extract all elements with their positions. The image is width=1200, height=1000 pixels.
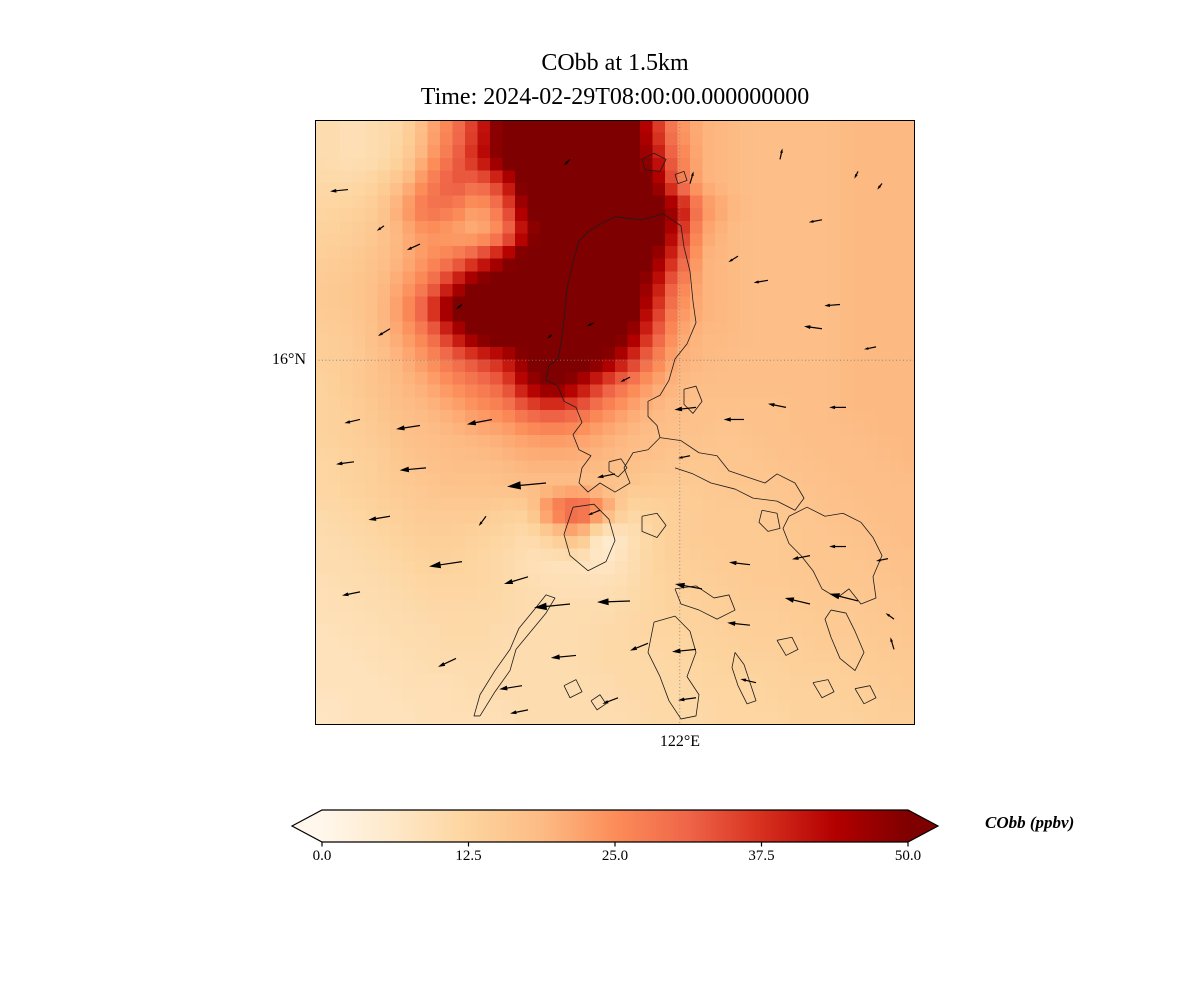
x-axis-tick-label: 122°E: [659, 733, 701, 750]
chart-title: CObb at 1.5km: [541, 50, 689, 76]
heatmap-canvas: [315, 120, 915, 725]
colorbar-tick-label: 0.0: [312, 848, 332, 864]
colorbar-tick-label: 12.5: [455, 848, 482, 864]
map-panel: [315, 120, 915, 725]
colorbar-tick-label: 50.0: [894, 848, 922, 864]
colorbar-tick-label: 25.0: [601, 848, 629, 864]
colorbar: 0.0 12.5 25.0 37.5 50.0: [290, 808, 950, 872]
colorbar-gradient-bar: [290, 809, 940, 847]
colorbar-tick-label: 37.5: [748, 848, 775, 864]
y-axis-tick-label: 16°N: [272, 351, 306, 368]
chart-subtitle-time: Time: 2024-02-29T08:00:00.000000000: [420, 84, 810, 110]
colorbar-label: CObb (ppbv): [985, 813, 1075, 832]
